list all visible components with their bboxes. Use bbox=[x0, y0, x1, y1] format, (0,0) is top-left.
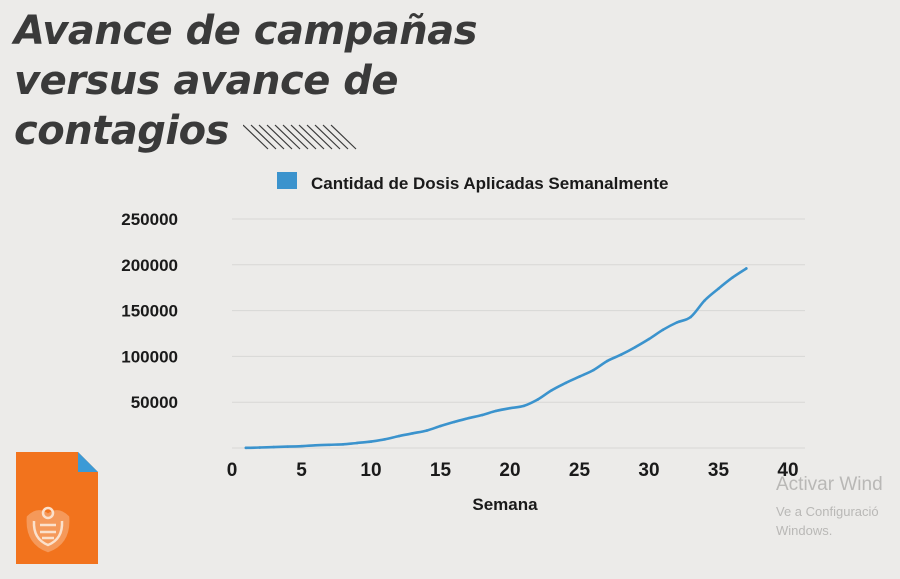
legend-label: Cantidad de Dosis Aplicadas Semanalmente bbox=[311, 174, 668, 193]
x-tick-label: 0 bbox=[227, 460, 238, 481]
data-point bbox=[564, 381, 567, 385]
y-tick-labels: 50000 100000 150000 200000 250000 bbox=[121, 210, 178, 412]
title-line-3: contagios bbox=[14, 108, 229, 154]
data-point bbox=[411, 432, 415, 435]
activation-watermark: Activar Wind Ve a Configuració Windows. bbox=[776, 474, 900, 540]
data-point bbox=[494, 409, 498, 413]
data-point bbox=[647, 337, 651, 341]
series-line bbox=[244, 267, 748, 450]
data-point bbox=[300, 444, 303, 448]
data-point bbox=[439, 424, 442, 428]
data-point bbox=[425, 429, 428, 432]
data-point bbox=[258, 446, 262, 449]
data-point bbox=[328, 443, 331, 447]
x-tick-label: 30 bbox=[638, 460, 659, 481]
data-point bbox=[341, 443, 345, 446]
data-point bbox=[272, 445, 276, 449]
x-tick-labels: 0 5 10 15 20 25 30 35 40 bbox=[227, 460, 799, 481]
legend-swatch bbox=[277, 172, 297, 189]
data-point bbox=[522, 404, 526, 408]
data-point bbox=[745, 267, 748, 270]
data-point bbox=[717, 287, 720, 290]
x-tick-label: 15 bbox=[430, 460, 452, 481]
data-point bbox=[536, 398, 540, 401]
data-point bbox=[314, 443, 317, 447]
data-point bbox=[731, 276, 734, 279]
x-tick-label: 10 bbox=[360, 460, 381, 481]
data-point bbox=[397, 434, 401, 438]
data-point bbox=[286, 445, 289, 448]
x-tick-label: 20 bbox=[499, 460, 520, 481]
x-tick-label: 35 bbox=[708, 460, 730, 481]
data-point bbox=[619, 353, 623, 356]
chart-grid bbox=[232, 218, 805, 449]
chart-series bbox=[244, 267, 748, 450]
x-tick-label: 40 bbox=[777, 460, 798, 481]
watermark-subtitle: Ve a Configuració Windows. bbox=[776, 504, 879, 538]
data-point bbox=[675, 321, 679, 324]
y-tick-label: 50000 bbox=[131, 393, 178, 412]
slide-title: Avance de campañas versus avance de cont… bbox=[14, 6, 478, 156]
hatch-lines-icon bbox=[242, 124, 357, 150]
data-point bbox=[592, 368, 595, 372]
y-tick-label: 250000 bbox=[121, 210, 178, 229]
y-tick-label: 150000 bbox=[121, 302, 178, 321]
y-tick-label: 100000 bbox=[121, 347, 178, 366]
data-point bbox=[508, 406, 512, 410]
document-seal-icon bbox=[16, 452, 98, 564]
data-point bbox=[355, 441, 359, 445]
data-point bbox=[467, 416, 470, 420]
data-point bbox=[550, 388, 553, 392]
title-line-2: versus avance de bbox=[14, 58, 399, 104]
x-tick-label: 5 bbox=[296, 460, 307, 481]
chart-legend: Cantidad de Dosis Aplicadas Semanalmente bbox=[277, 172, 668, 193]
data-point bbox=[689, 315, 692, 319]
data-point bbox=[606, 359, 609, 363]
data-point bbox=[633, 345, 637, 349]
y-tick-label: 200000 bbox=[121, 256, 178, 275]
data-point bbox=[703, 299, 706, 302]
data-point bbox=[369, 440, 373, 443]
x-axis-label: Semana bbox=[472, 495, 538, 514]
data-point bbox=[244, 446, 248, 450]
data-point bbox=[383, 437, 387, 441]
title-line-1: Avance de campañas bbox=[14, 8, 478, 54]
data-point bbox=[453, 420, 456, 424]
x-tick-label: 25 bbox=[569, 460, 591, 481]
data-point bbox=[661, 328, 665, 332]
data-point bbox=[480, 413, 484, 417]
watermark-title: Activar Wind bbox=[776, 474, 883, 495]
data-point bbox=[578, 375, 581, 378]
